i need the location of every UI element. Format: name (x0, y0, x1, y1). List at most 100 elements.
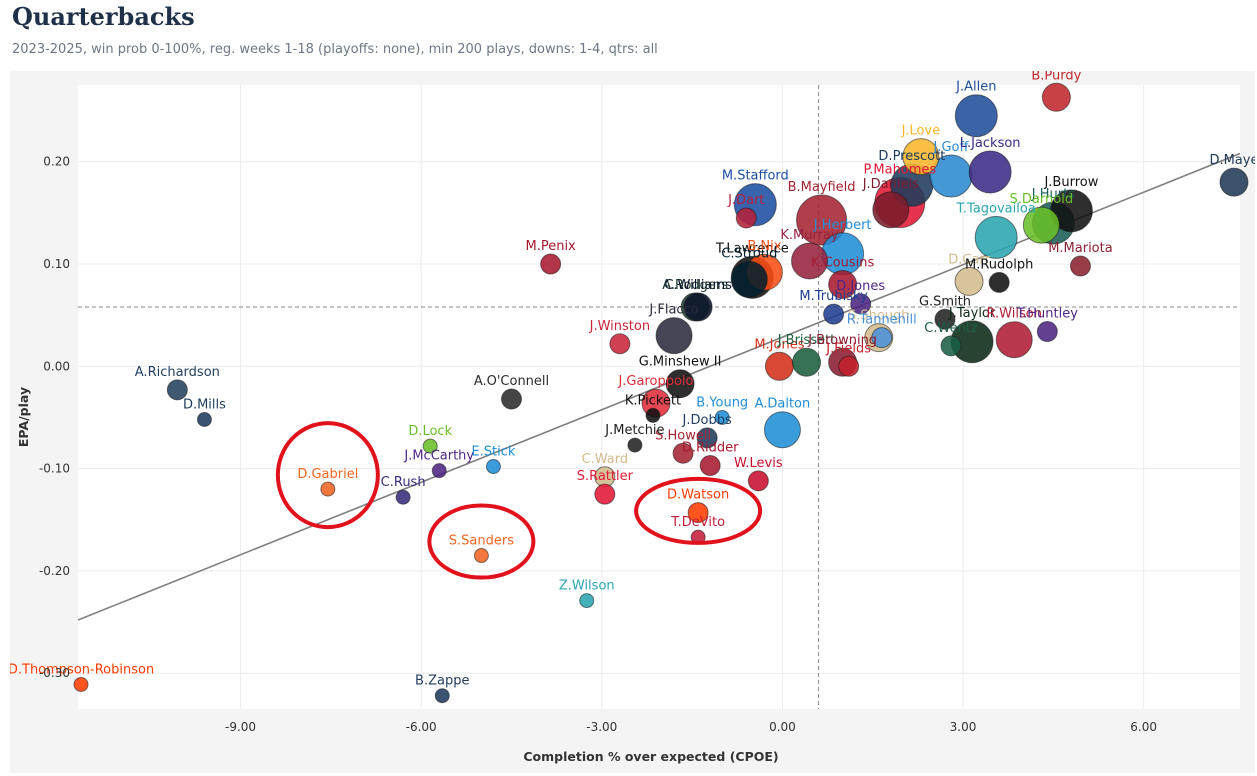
point-c-wentz[interactable] (940, 335, 962, 357)
point-j-winston[interactable] (609, 333, 631, 355)
label-m-trubisky: M.Trubisky (799, 289, 868, 304)
label-j-taylor: J.Taylor (948, 306, 996, 321)
highlight-ellipse (634, 476, 763, 545)
label-m-jones: M.Jones (754, 337, 804, 352)
point-a-richardson[interactable] (166, 379, 188, 401)
point-k-murray[interactable] (791, 242, 829, 280)
label-m-penix: M.Penix (525, 239, 576, 254)
y-tick-label: 0.10 (43, 257, 70, 271)
point-j-dobbs[interactable] (696, 427, 718, 449)
label-m-stafford: M.Stafford (722, 169, 789, 184)
highlight-ellipses (275, 421, 763, 580)
point-s-rattler[interactable] (594, 483, 616, 505)
point-c-rush[interactable] (395, 489, 411, 505)
point-j-love[interactable] (902, 138, 940, 176)
page-subtitle: 2023-2025, win prob 0-100%, reg. weeks 1… (12, 42, 658, 57)
label-j-browning: J.Browning (807, 333, 877, 348)
point-g-minshew-ii[interactable] (665, 369, 695, 399)
point-d-lock[interactable] (422, 438, 438, 454)
label-r-tannehill: R.Tannehill (847, 313, 917, 328)
point-s-howell[interactable] (672, 442, 694, 464)
label-e-stick: E.Stick (471, 445, 515, 460)
point-j-brissett[interactable] (792, 347, 822, 377)
point-m-mariota[interactable] (1069, 255, 1091, 277)
point-c-williams[interactable] (683, 292, 713, 322)
label-s-shough: S.Shough (848, 309, 910, 324)
label-a-o-connell: A.O'Connell (474, 374, 549, 389)
label-j-hurts: J.Hurts (1031, 187, 1075, 202)
point-e-stick[interactable] (485, 459, 501, 475)
label-a-dalton: A.Dalton (755, 397, 811, 412)
label-r-wilson: R.Wilson (986, 307, 1041, 322)
label-d-prescott: D.Prescott (878, 149, 945, 164)
point-d-maye[interactable] (1219, 167, 1249, 197)
point-b-purdy[interactable] (1041, 82, 1071, 112)
label-d-lock: D.Lock (408, 424, 452, 439)
label-g-smith: G.Smith (919, 294, 971, 309)
point-l-jackson[interactable] (968, 150, 1012, 194)
point-t-tagovailoa[interactable] (974, 215, 1018, 259)
y-tick-label: 0.20 (43, 155, 70, 169)
point-s-sanders[interactable] (473, 548, 489, 564)
point-j-fields[interactable] (838, 355, 860, 377)
point-d-thompson-robinson[interactable] (73, 676, 89, 692)
y-tick-label: -0.30 (39, 666, 70, 680)
point-m-rudolph[interactable] (988, 271, 1010, 293)
point-z-wilson[interactable] (579, 593, 595, 609)
highlight-ellipse (427, 503, 536, 580)
label-d-ridder: D.Ridder (682, 441, 739, 456)
point-c-stroud[interactable] (730, 260, 768, 298)
point-d-mills[interactable] (196, 412, 212, 428)
point-d-jones[interactable] (850, 293, 872, 315)
point-a-dalton[interactable] (763, 411, 801, 449)
point-b-young[interactable] (714, 409, 730, 425)
label-j-metchie: J.Metchie (604, 423, 664, 438)
point-j-dart[interactable] (735, 207, 757, 229)
label-j-brissett: J.Brissett (777, 333, 836, 348)
point-r-tannehill[interactable] (871, 327, 893, 349)
y-tick-label: -0.20 (39, 564, 70, 578)
point-w-levis[interactable] (747, 470, 769, 492)
label-d-maye: D.Maye (1209, 153, 1255, 168)
point-k-cousins[interactable] (828, 269, 858, 299)
point-m-jones[interactable] (764, 351, 794, 381)
point-a-o-connell[interactable] (500, 388, 522, 410)
label-m-mariota: M.Mariota (1048, 241, 1113, 256)
label-m-rudolph: M.Rudolph (965, 257, 1033, 272)
label-b-purdy: B.Purdy (1031, 71, 1081, 83)
label-g-minshew-ii: G.Minshew II (639, 355, 722, 370)
label-j-flacco: J.Flacco (648, 303, 698, 318)
label-t-huntley: T.Huntley (1016, 307, 1078, 322)
point-d-watson[interactable] (687, 502, 709, 524)
point-r-wilson[interactable] (995, 321, 1033, 359)
point-k-pickett[interactable] (645, 407, 661, 423)
label-p-mahomes: P.Mahomes (863, 163, 936, 178)
label-c-wentz: C.Wentz (924, 321, 978, 336)
label-d-carr: D.Carr (948, 252, 990, 267)
point-j-flacco[interactable] (655, 317, 693, 355)
point-m-trubisky[interactable] (823, 303, 845, 325)
point-j-metchie[interactable] (627, 437, 643, 453)
point-m-penix[interactable] (540, 253, 562, 275)
point-g-smith[interactable] (934, 308, 956, 330)
x-tick-label: 0.00 (769, 720, 796, 734)
point-s-darnold[interactable] (1022, 206, 1060, 244)
x-tick-label: -3.00 (586, 720, 617, 734)
label-s-howell: S.Howell (655, 428, 711, 443)
point-labels: P.Mahomes B.Mayfield J.Allen D.PrescottJ.Go… (10, 71, 1255, 689)
point-d-gabriel[interactable] (320, 481, 336, 497)
y-axis-label: EPA/play (16, 387, 31, 447)
point-d-ridder[interactable] (699, 455, 721, 477)
point-t-huntley[interactable] (1036, 321, 1058, 343)
label-j-garoppolo: J.Garoppolo (617, 374, 693, 389)
label-t-lawrence: T.Lawrence (715, 241, 789, 256)
point-j-mccarthy[interactable] (431, 463, 447, 479)
point-b-mayfield[interactable] (796, 194, 848, 246)
point-j-daniels[interactable] (872, 191, 910, 229)
point-b-zappe[interactable] (434, 688, 450, 704)
point-j-allen[interactable] (954, 94, 998, 138)
label-b-zappe: B.Zappe (415, 674, 469, 689)
label-b-nix: B.Nix (747, 239, 781, 254)
x-tick-label: -9.00 (225, 720, 256, 734)
point-d-carr[interactable] (954, 266, 984, 296)
